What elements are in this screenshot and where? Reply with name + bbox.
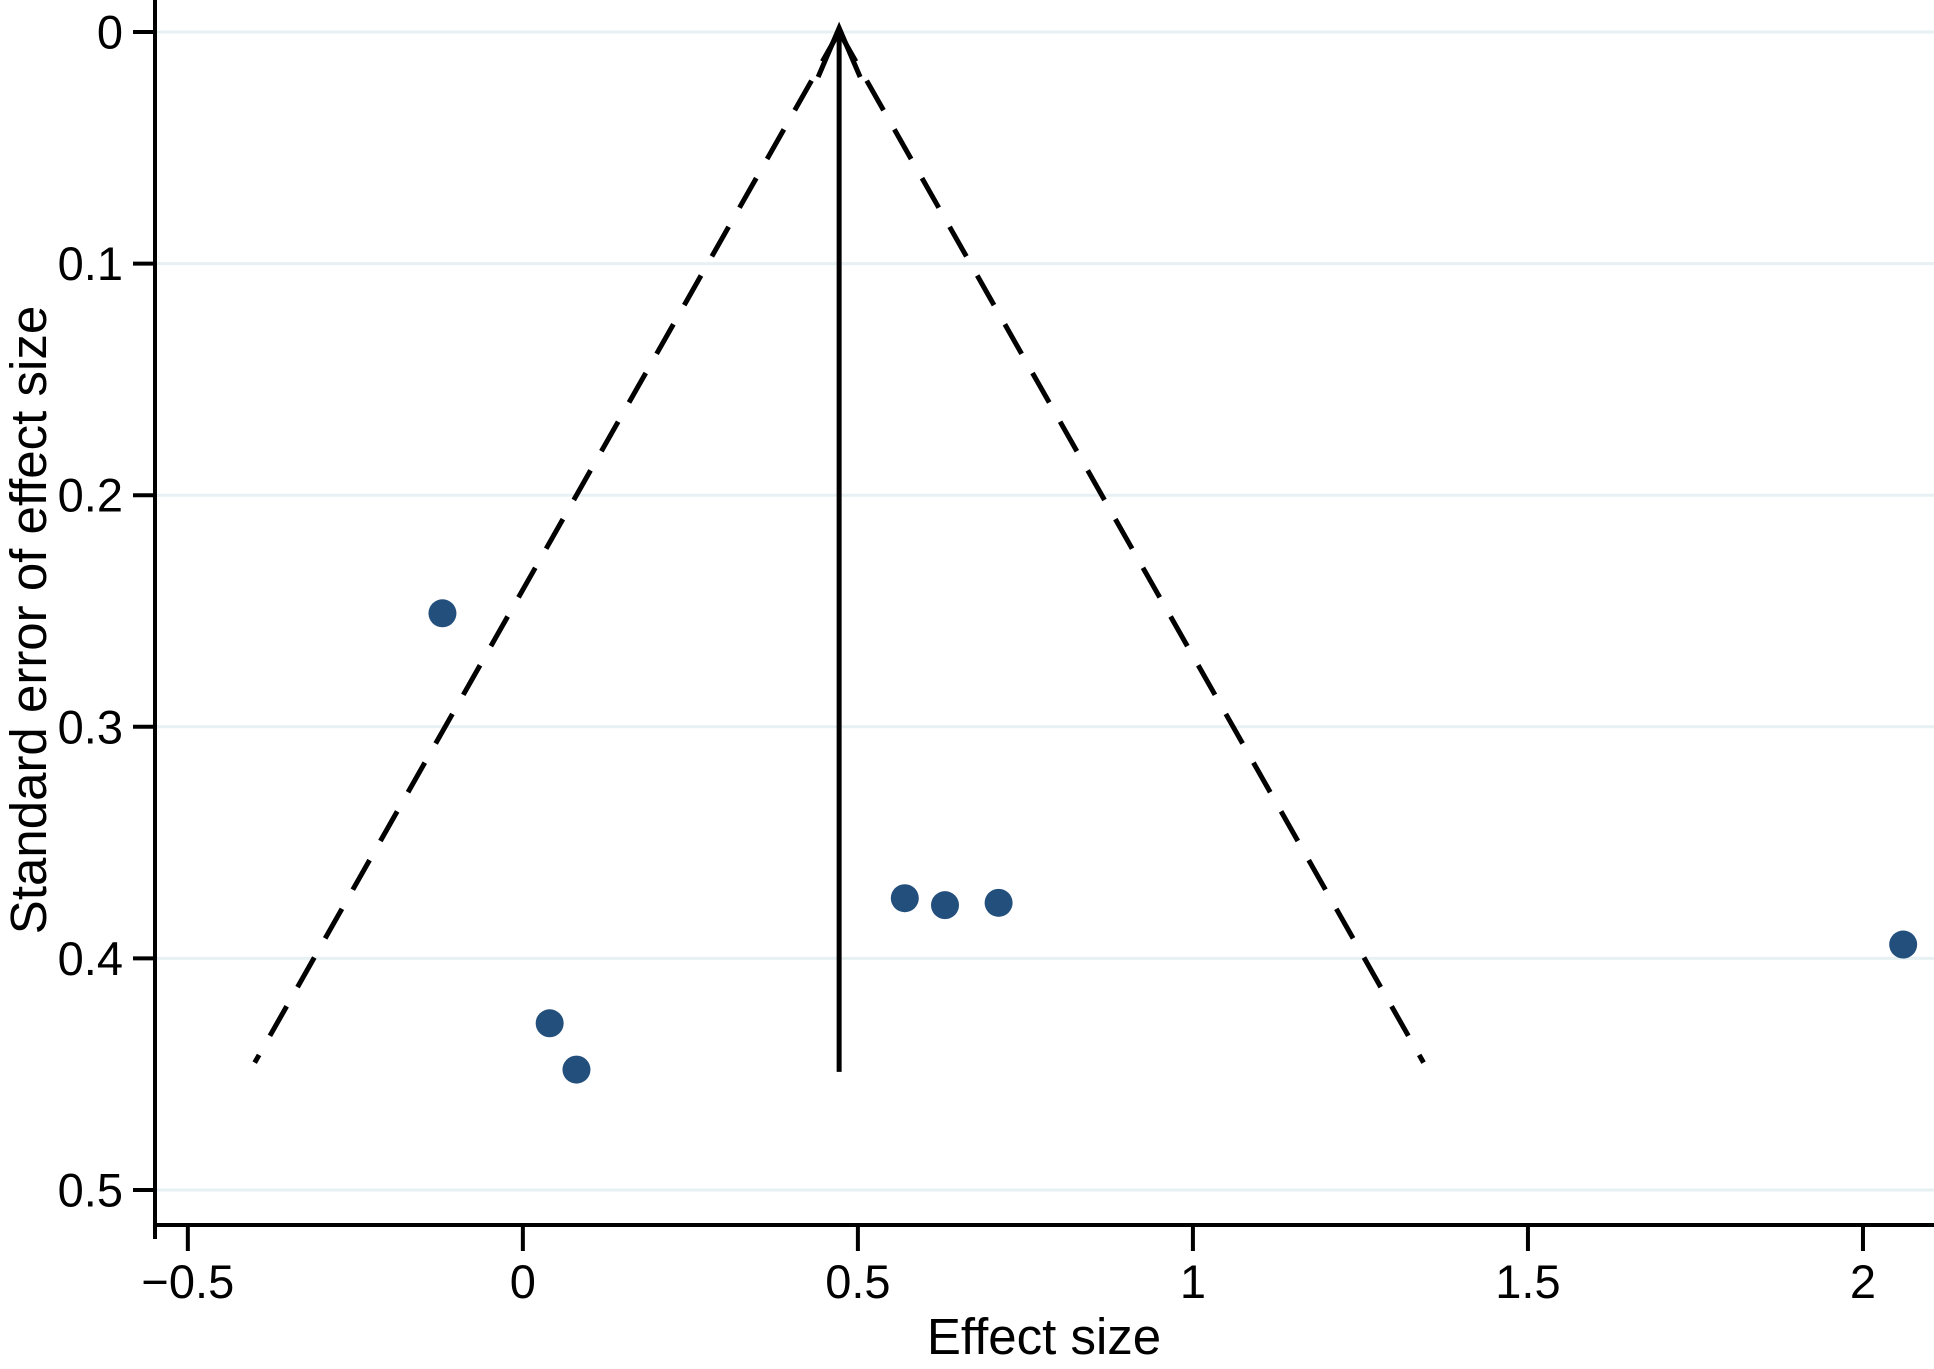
arrow-head-icon bbox=[815, 21, 863, 78]
data-point bbox=[428, 599, 457, 628]
y-tick-label: 0 bbox=[97, 5, 123, 58]
funnel-boundary-left bbox=[252, 30, 842, 1064]
data-point bbox=[535, 1009, 564, 1038]
axes-layer: 0 0.1 0.2 0.3 0.4 0.5 −0.5 0 0.5 1 1.5 2 bbox=[58, 0, 1934, 1308]
y-tick-label: 0.2 bbox=[58, 469, 123, 522]
y-tick-label: 0.5 bbox=[58, 1163, 123, 1216]
x-tick-label: 1.5 bbox=[1495, 1255, 1560, 1308]
y-tick-label: 0.3 bbox=[58, 700, 123, 753]
data-point bbox=[1889, 930, 1918, 959]
funnel-boundary-right bbox=[836, 30, 1426, 1064]
x-tick-label: 2 bbox=[1850, 1255, 1876, 1308]
x-tick-label: −0.5 bbox=[141, 1255, 234, 1308]
y-tick-label: 0.1 bbox=[58, 237, 123, 290]
y-axis-title: Standard error of effect size bbox=[0, 306, 57, 934]
data-point bbox=[930, 891, 959, 920]
data-point bbox=[890, 884, 919, 913]
x-tick-label: 0.5 bbox=[825, 1255, 890, 1308]
x-tick-label: 1 bbox=[1180, 1255, 1206, 1308]
funnel-layer bbox=[252, 21, 1426, 1072]
x-axis-title: Effect size bbox=[927, 1308, 1161, 1365]
data-point bbox=[562, 1055, 591, 1084]
y-tick-label: 0.4 bbox=[58, 932, 123, 985]
gridline-layer bbox=[155, 30, 1934, 1192]
data-point bbox=[984, 888, 1013, 917]
x-tick-label: 0 bbox=[510, 1255, 536, 1308]
data-point-layer bbox=[428, 599, 1918, 1084]
